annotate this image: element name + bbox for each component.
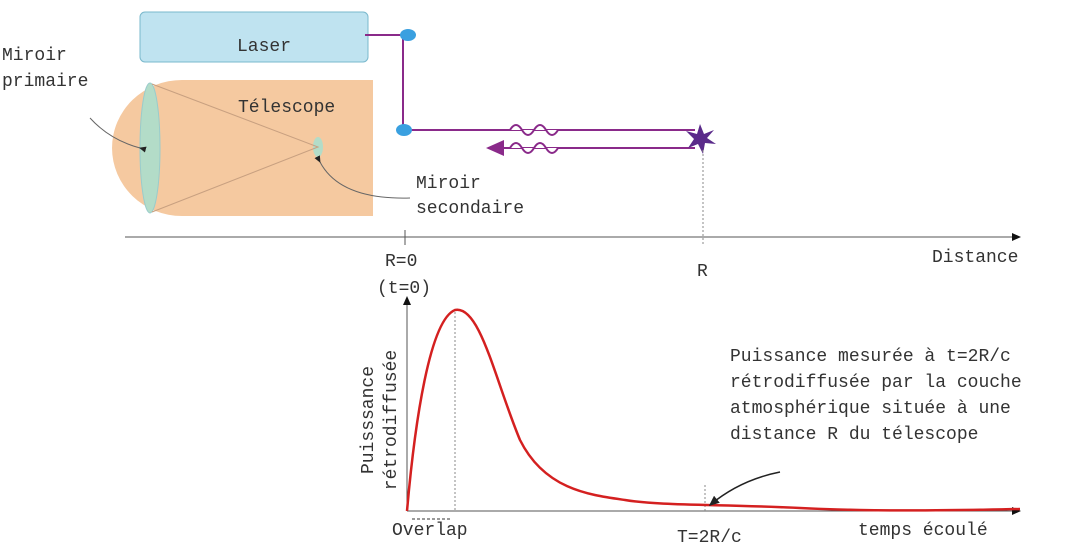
label: R=0 (385, 252, 417, 272)
label: Distance (932, 248, 1018, 268)
label: T=2R/c (677, 528, 742, 544)
annotation: atmosphérique située à une (730, 399, 1011, 419)
annotation: rétrodiffusée par la couche (730, 373, 1022, 393)
label: Puisssance (359, 366, 379, 474)
pointer (89, 117, 147, 153)
label: Laser (237, 37, 291, 57)
annotation-arrow (708, 471, 781, 506)
label: (t=0) (377, 279, 431, 299)
label: Miroir (2, 46, 67, 66)
label: Overlap (392, 521, 468, 541)
label: Télescope (238, 98, 335, 118)
signal-curve (405, 308, 1021, 512)
mirror-top (400, 29, 416, 41)
label: secondaire (416, 199, 524, 219)
label: Miroir (416, 174, 481, 194)
label: temps écoulé (858, 521, 988, 541)
optical-path (151, 83, 320, 213)
pointer (314, 155, 411, 199)
scatter-star (686, 124, 716, 154)
label: R (697, 262, 708, 282)
annotation: distance R du télescope (730, 425, 978, 445)
waves (509, 124, 559, 154)
telescope-body (112, 80, 373, 216)
mirror-bottom (396, 124, 412, 136)
label: primaire (2, 72, 88, 92)
primary-mirror (139, 82, 161, 214)
label: rétrodiffusée (382, 350, 402, 490)
laser-beam (365, 34, 695, 131)
annotation: Puissance mesurée à t=2R/c (730, 347, 1011, 367)
laser-box (139, 11, 369, 63)
